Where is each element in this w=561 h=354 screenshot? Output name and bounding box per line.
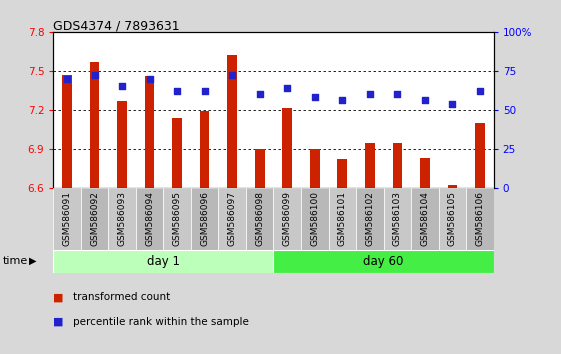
Bar bbox=[310, 149, 320, 188]
Text: percentile rank within the sample: percentile rank within the sample bbox=[73, 317, 249, 327]
Text: GSM586105: GSM586105 bbox=[448, 191, 457, 246]
Bar bbox=[191, 188, 218, 250]
Text: GSM586100: GSM586100 bbox=[310, 191, 319, 246]
Text: GSM586093: GSM586093 bbox=[118, 191, 127, 246]
Bar bbox=[411, 188, 439, 250]
Bar bbox=[274, 250, 494, 273]
Bar bbox=[365, 143, 375, 188]
Bar bbox=[117, 101, 127, 188]
Text: GSM586097: GSM586097 bbox=[228, 191, 237, 246]
Point bbox=[365, 91, 374, 97]
Text: day 1: day 1 bbox=[147, 255, 180, 268]
Text: GSM586103: GSM586103 bbox=[393, 191, 402, 246]
Text: GSM586092: GSM586092 bbox=[90, 191, 99, 246]
Bar bbox=[163, 188, 191, 250]
Text: GDS4374 / 7893631: GDS4374 / 7893631 bbox=[53, 19, 180, 33]
Bar bbox=[466, 188, 494, 250]
Text: transformed count: transformed count bbox=[73, 292, 170, 302]
Point bbox=[90, 73, 99, 78]
Bar bbox=[246, 188, 274, 250]
Bar bbox=[420, 158, 430, 188]
Bar bbox=[200, 111, 209, 188]
Text: GSM586098: GSM586098 bbox=[255, 191, 264, 246]
Point bbox=[173, 88, 182, 94]
Point bbox=[338, 98, 347, 103]
Point bbox=[200, 88, 209, 94]
Text: time: time bbox=[3, 256, 28, 266]
Point bbox=[118, 84, 127, 89]
Text: GSM586096: GSM586096 bbox=[200, 191, 209, 246]
Bar bbox=[62, 75, 72, 188]
Point bbox=[63, 76, 72, 81]
Point bbox=[475, 88, 484, 94]
Point bbox=[145, 76, 154, 81]
Bar bbox=[273, 188, 301, 250]
Bar bbox=[282, 108, 292, 188]
Bar bbox=[393, 143, 402, 188]
Bar bbox=[227, 55, 237, 188]
Bar bbox=[108, 188, 136, 250]
Text: GSM586099: GSM586099 bbox=[283, 191, 292, 246]
Bar bbox=[475, 123, 485, 188]
Bar bbox=[172, 118, 182, 188]
Bar bbox=[136, 188, 163, 250]
Text: ■: ■ bbox=[53, 292, 64, 302]
Text: ▶: ▶ bbox=[29, 256, 36, 266]
Point bbox=[310, 95, 319, 100]
Point bbox=[228, 73, 237, 78]
Text: GSM586095: GSM586095 bbox=[173, 191, 182, 246]
Bar bbox=[145, 76, 154, 188]
Point bbox=[283, 85, 292, 91]
Bar bbox=[448, 185, 457, 188]
Point bbox=[255, 91, 264, 97]
Text: GSM586091: GSM586091 bbox=[63, 191, 72, 246]
Text: day 60: day 60 bbox=[364, 255, 404, 268]
Text: GSM586106: GSM586106 bbox=[475, 191, 484, 246]
Bar bbox=[356, 188, 384, 250]
Text: GSM586102: GSM586102 bbox=[365, 191, 374, 246]
Bar bbox=[301, 188, 329, 250]
Bar bbox=[384, 188, 411, 250]
Text: GSM586101: GSM586101 bbox=[338, 191, 347, 246]
Bar bbox=[255, 149, 265, 188]
Bar bbox=[218, 188, 246, 250]
Text: ■: ■ bbox=[53, 317, 64, 327]
Bar bbox=[81, 188, 108, 250]
Point bbox=[420, 98, 429, 103]
Bar bbox=[329, 188, 356, 250]
Text: GSM586094: GSM586094 bbox=[145, 191, 154, 246]
Bar bbox=[53, 250, 274, 273]
Bar bbox=[338, 159, 347, 188]
Text: GSM586104: GSM586104 bbox=[420, 191, 429, 246]
Point bbox=[448, 101, 457, 106]
Point bbox=[393, 91, 402, 97]
Bar bbox=[439, 188, 466, 250]
Bar bbox=[53, 188, 81, 250]
Bar bbox=[90, 62, 99, 188]
